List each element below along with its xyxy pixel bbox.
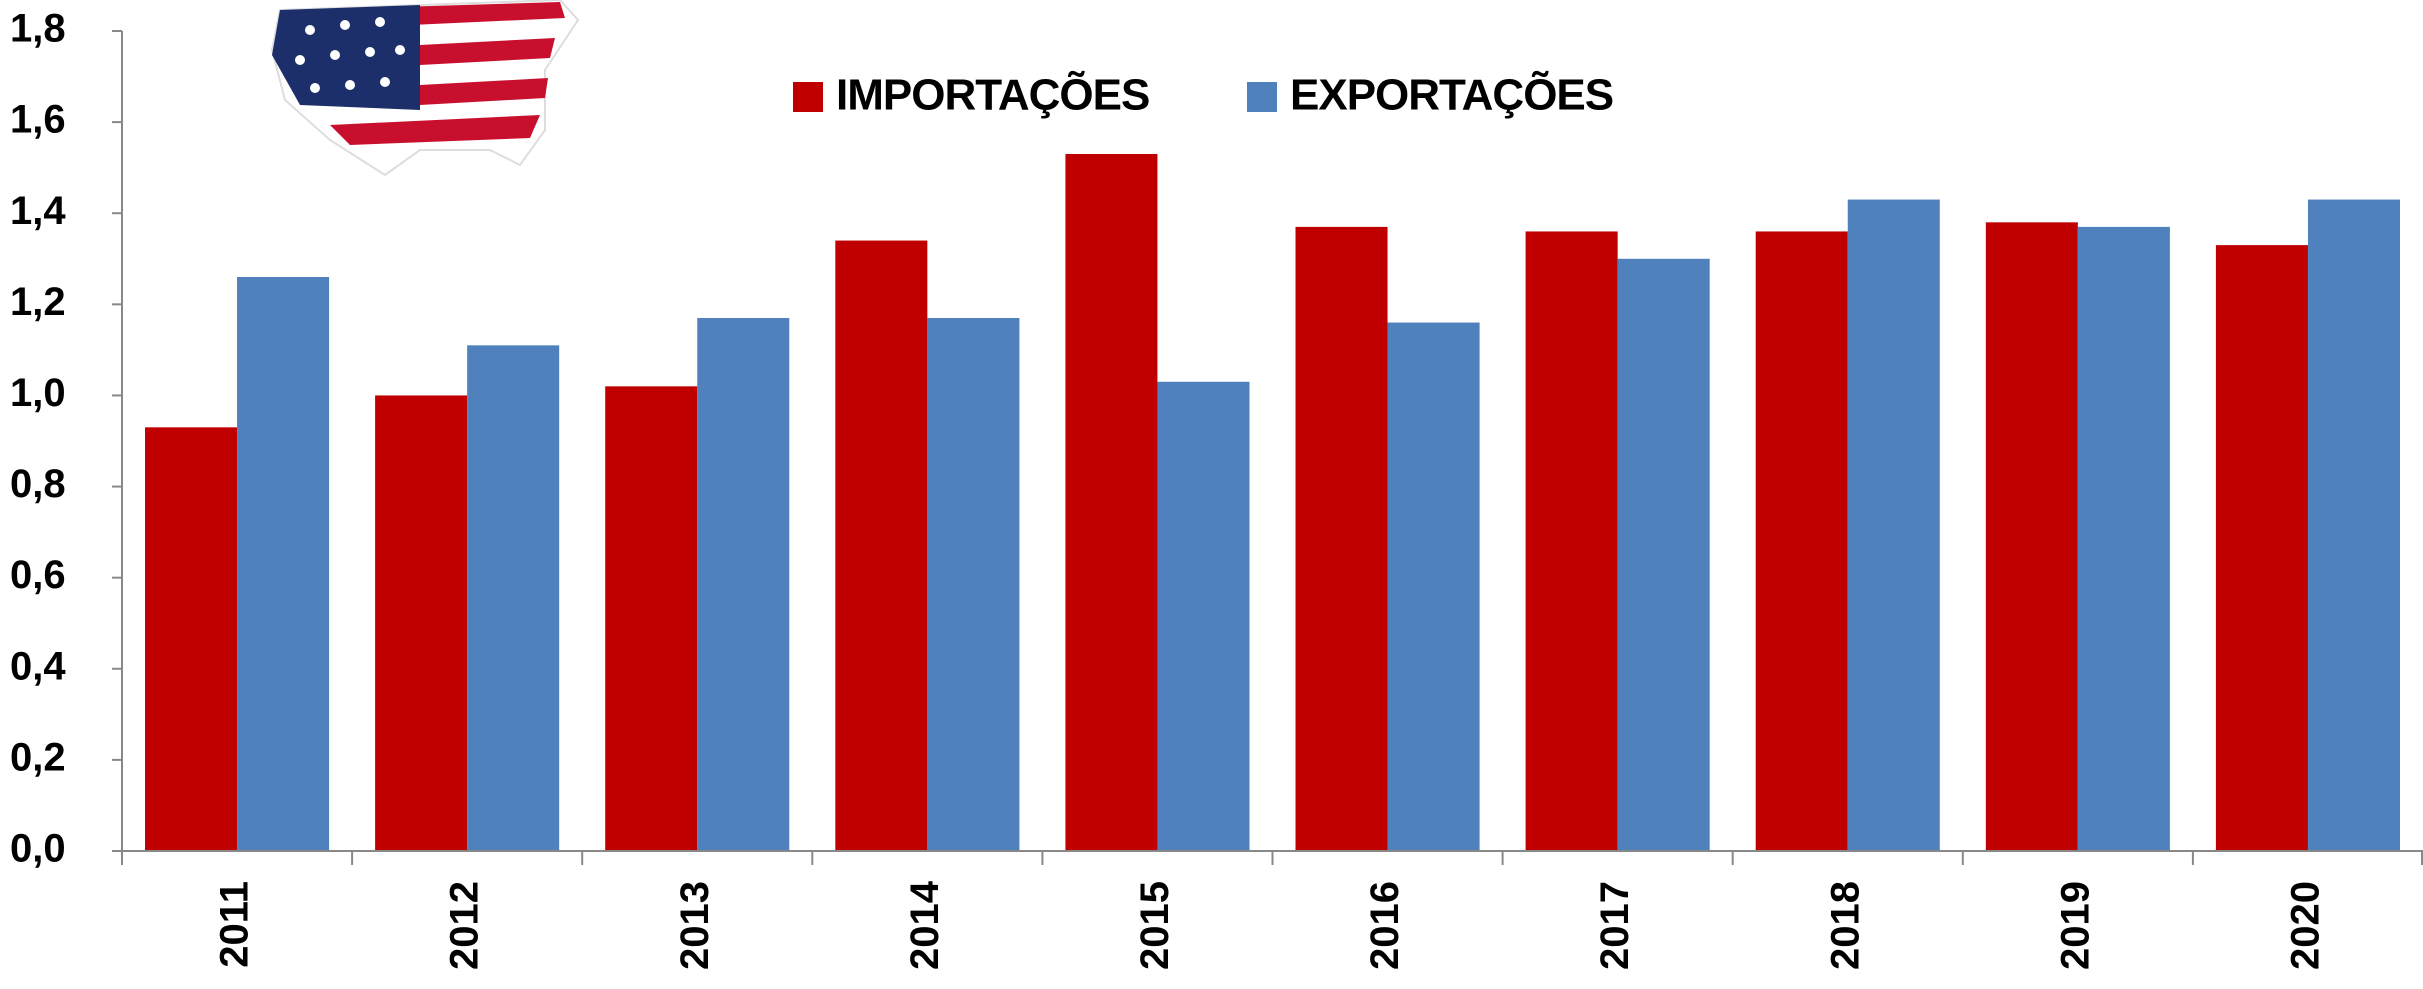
x-tick-label: 2014 (903, 880, 947, 970)
x-tick-label: 2011 (213, 881, 257, 968)
y-tick-label: 1,6 (10, 98, 66, 142)
bar (605, 386, 698, 851)
bar (835, 240, 928, 852)
bar (1755, 231, 1848, 851)
x-tick-label: 2019 (2053, 881, 2097, 970)
legend-label: EXPORTAÇÕES (1290, 70, 1613, 120)
x-tick-label: 2018 (1823, 881, 1867, 970)
bar (2077, 226, 2170, 851)
bar (375, 395, 468, 851)
bar (1985, 222, 2078, 852)
bar (1847, 199, 1940, 852)
legend-swatch (793, 82, 823, 112)
y-tick-label: 1,8 (10, 7, 66, 51)
bar (1525, 231, 1618, 851)
x-tick-label: 2016 (1363, 881, 1407, 970)
x-tick-label: 2013 (673, 881, 717, 970)
bar (1387, 322, 1480, 851)
x-tick-label: 2015 (1133, 881, 1177, 970)
y-tick-label: 0,6 (10, 553, 66, 597)
bar (2215, 245, 2308, 852)
flag-icon (270, 0, 580, 177)
bar (1157, 381, 1250, 851)
x-tick-label: 2017 (1593, 881, 1637, 970)
legend-label: IMPORTAÇÕES (836, 70, 1149, 120)
bar (697, 318, 790, 851)
bar (237, 277, 330, 851)
bar (1065, 154, 1158, 851)
legend-swatch (1247, 82, 1277, 112)
x-tick-label: 2012 (443, 881, 487, 970)
y-tick-label: 0,2 (10, 735, 66, 779)
bar (1617, 258, 1710, 851)
y-tick-label: 1,2 (10, 280, 66, 324)
bar (927, 318, 1020, 851)
bar (2307, 199, 2400, 852)
bar (145, 427, 238, 851)
bar (467, 345, 560, 851)
y-tick-label: 1,0 (10, 371, 66, 415)
y-tick-label: 0,4 (10, 644, 66, 688)
y-tick-label: 0,0 (10, 827, 66, 871)
bar (1295, 226, 1388, 851)
y-tick-label: 0,8 (10, 462, 66, 506)
x-tick-label: 2020 (2284, 881, 2328, 970)
y-tick-label: 1,4 (10, 189, 66, 233)
